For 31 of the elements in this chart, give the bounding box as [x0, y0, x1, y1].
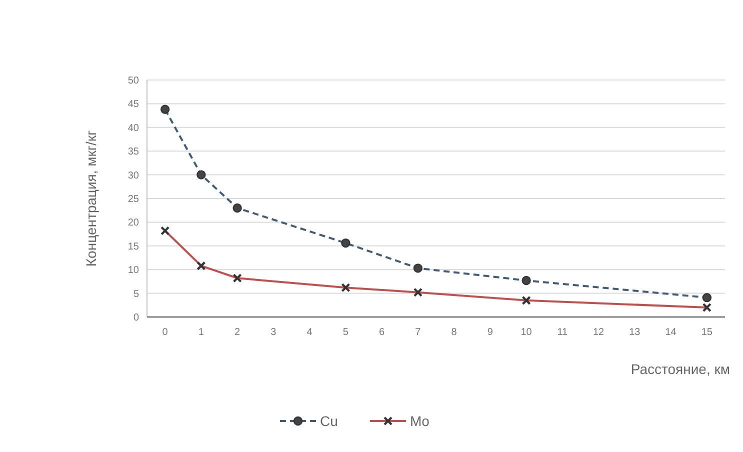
x-tick-label: 8: [451, 327, 458, 338]
legend-label: Cu: [320, 412, 338, 429]
x-tick-label: 11: [557, 327, 568, 338]
x-tick-label: 13: [629, 327, 641, 338]
x-tick-label: 7: [415, 327, 422, 338]
x-tick-label: 10: [520, 327, 532, 338]
x-tick-label: 1: [198, 327, 204, 338]
y-tick-label: 15: [128, 241, 140, 252]
y-tick-label: 50: [128, 76, 140, 86]
x-tick-label: 15: [701, 327, 713, 338]
x-tick-label: 3: [270, 327, 277, 338]
y-tick-label: 5: [133, 288, 140, 300]
y-tick-label: 0: [133, 312, 140, 324]
y-tick-label: 30: [128, 170, 140, 182]
y-tick-label: 10: [128, 265, 140, 276]
x-tick-label: 9: [487, 327, 494, 338]
x-axis-title: Расстояние, км: [630, 361, 730, 377]
x-tick-label: 12: [593, 327, 605, 338]
x-tick-label: 6: [379, 327, 386, 338]
x-tick-label: 0: [162, 327, 168, 338]
x-tick-label: 4: [306, 327, 313, 338]
y-tick-label: 40: [128, 122, 140, 134]
y-tick-label: 20: [128, 218, 140, 229]
x-tick-label: 5: [342, 327, 349, 338]
legend-label: Mo: [410, 412, 430, 429]
x-tick-label: 14: [665, 327, 677, 338]
y-tick-label: 35: [128, 146, 140, 158]
y-tick-label: 25: [128, 194, 140, 205]
y-tick-label: 45: [128, 99, 140, 110]
y-axis-title: Концентрация, мкг/кг: [83, 130, 99, 267]
x-tick-label: 2: [234, 327, 241, 338]
